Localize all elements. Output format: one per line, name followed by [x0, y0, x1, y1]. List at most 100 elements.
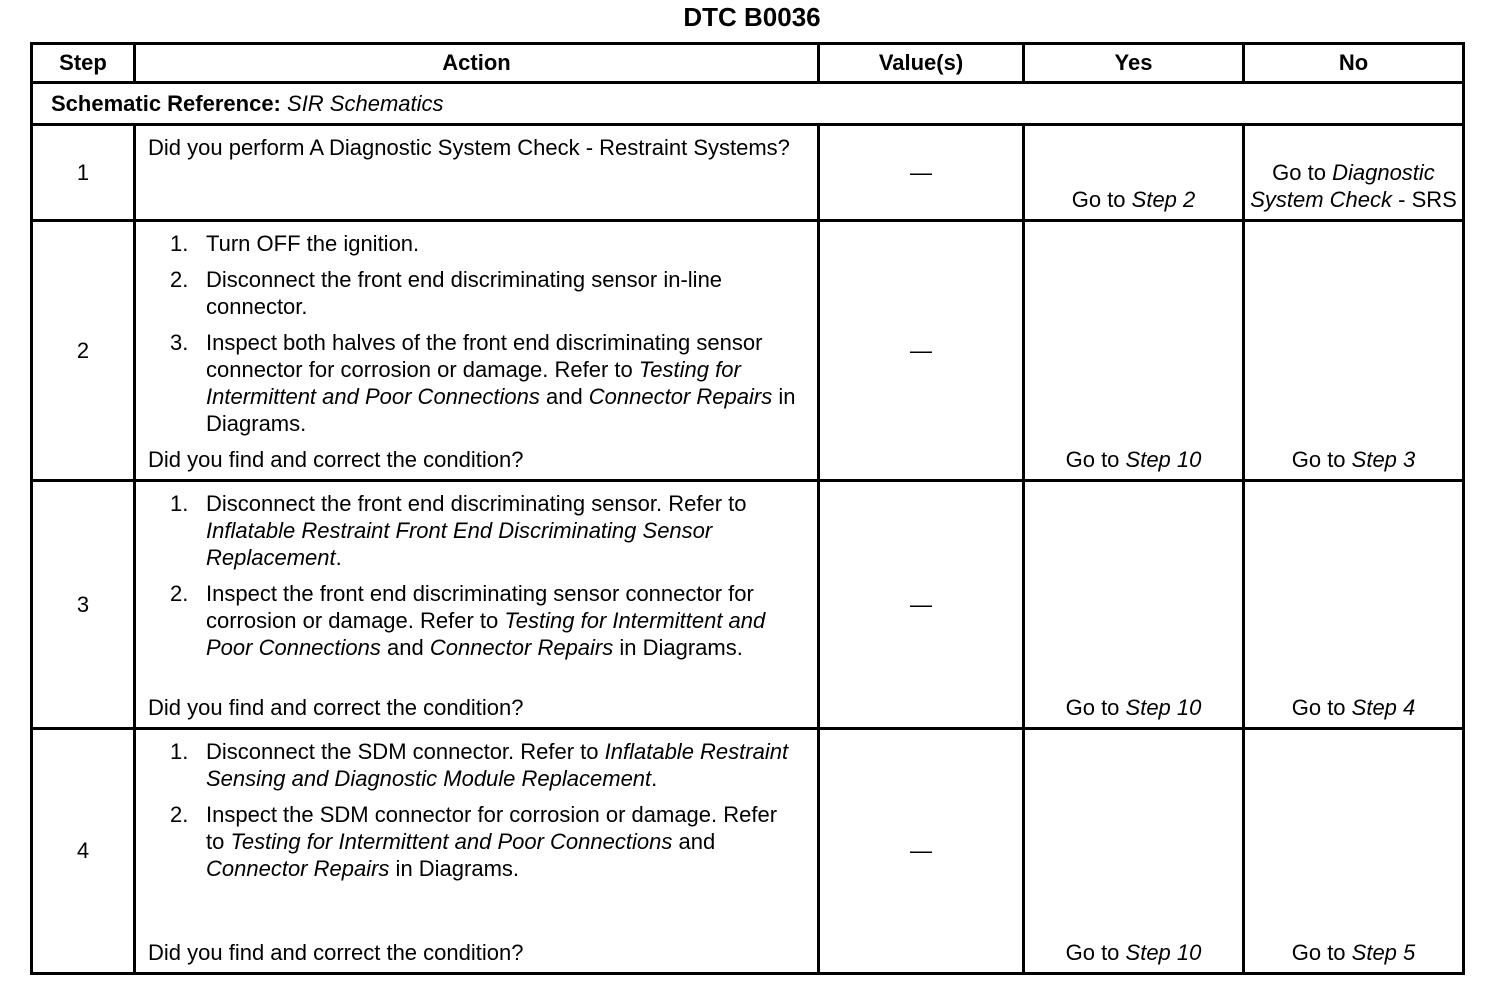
item-text: Turn OFF the ignition.	[206, 230, 419, 257]
reference-link: Testing for Intermittent and Poor Connec…	[230, 829, 673, 854]
reference-link: Step 4	[1351, 695, 1416, 720]
step-number: 2	[30, 219, 136, 482]
action-cell: Did you perform A Diagnostic System Chec…	[133, 123, 820, 222]
text-segment: Turn OFF the ignition.	[206, 231, 420, 256]
text-segment: Go to	[1272, 160, 1333, 185]
no-cell: Go to Step 4	[1242, 479, 1465, 730]
action-question: Did you find and correct the condition?	[148, 940, 524, 965]
text-segment: Disconnect the SDM connector. Refer to	[206, 739, 605, 764]
text-segment: in Diagrams.	[389, 856, 520, 881]
value-cell: —	[817, 479, 1025, 730]
item-text: Inspect the front end discriminating sen…	[206, 580, 797, 661]
value-cell: —	[817, 123, 1025, 222]
item-number: 2.	[170, 267, 189, 292]
action-list-item: 3. Inspect both halves of the front end d…	[170, 329, 797, 437]
item-number: 1.	[170, 231, 189, 256]
yes-cell: Go to Step 10	[1022, 727, 1245, 975]
item-number: 3.	[170, 330, 189, 355]
text-segment: Go to	[1291, 447, 1352, 472]
reference-link: Connector Repairs	[429, 635, 614, 660]
yes-cell: Go to Step 10	[1022, 219, 1245, 482]
reference-link: Step 5	[1351, 940, 1416, 965]
schematic-label: Schematic Reference:	[51, 90, 281, 116]
reference-link: Inflatable Restraint Front End Discrimin…	[206, 518, 713, 570]
yes-cell: Go to Step 2	[1022, 123, 1245, 222]
item-number: 1.	[170, 491, 189, 516]
reference-link: Inflatable Restraint Sensing and Diagnos…	[206, 739, 789, 791]
header-no: No	[1242, 42, 1465, 84]
action-content: Did you perform A Diagnostic System Chec…	[148, 134, 797, 213]
no-cell: Go to Step 5	[1242, 727, 1465, 975]
text-segment: Disconnect the front end discriminating …	[206, 267, 723, 319]
header-step: Step	[30, 42, 136, 84]
reference-link: Step 10	[1125, 695, 1202, 720]
header-values: Value(s)	[817, 42, 1025, 84]
table-row: 4 1. Disconnect the SDM connector. Refer t…	[30, 727, 1465, 975]
text-segment: Go to	[1071, 187, 1132, 212]
header-action: Action	[133, 42, 820, 84]
item-number: 2.	[170, 802, 189, 827]
action-steps: 1. Disconnect the SDM connector. Refer to…	[148, 738, 797, 891]
text-segment: .	[651, 766, 658, 791]
reference-link: Connector Repairs	[206, 856, 390, 881]
action-steps: 1. Turn OFF the ignition. 2. Disconnect the…	[148, 230, 797, 446]
item-number: 1.	[170, 739, 189, 764]
text-segment: - SRS	[1392, 187, 1457, 212]
text-segment: and	[672, 829, 716, 854]
text-segment: Go to	[1291, 940, 1352, 965]
reference-link: Step 10	[1125, 447, 1202, 472]
text-segment: Go to	[1065, 940, 1126, 965]
action-steps: Did you perform A Diagnostic System Chec…	[148, 134, 797, 161]
action-question: Did you find and correct the condition?	[148, 447, 524, 472]
action-cell: 1. Disconnect the SDM connector. Refer to…	[133, 727, 820, 975]
reference-link: Step 10	[1125, 940, 1202, 965]
action-list-item: 2. Inspect the front end discriminating s…	[170, 580, 797, 661]
item-text: Disconnect the SDM connector. Refer to I…	[206, 738, 797, 792]
no-cell: Go to Step 3	[1242, 219, 1465, 482]
action-content: 1. Turn OFF the ignition. 2. Disconnect the…	[148, 230, 797, 473]
action-list-item: 1. Turn OFF the ignition.	[170, 230, 797, 257]
reference-link: Testing for Intermittent and Poor Connec…	[206, 357, 741, 409]
reference-link: Step 2	[1131, 187, 1196, 212]
action-list-item: 2. Inspect the SDM connector for corrosio…	[170, 801, 797, 882]
action-content: 1. Disconnect the front end discriminatin…	[148, 490, 797, 721]
text-segment: Go to	[1291, 695, 1352, 720]
table-row: 1 Did you perform A Diagnostic System Che…	[30, 123, 1465, 222]
action-intro: Did you perform A Diagnostic System Chec…	[148, 134, 797, 161]
schematic-link: SIR Schematics	[287, 90, 444, 116]
step-number: 1	[30, 123, 136, 222]
reference-link: Step 3	[1351, 447, 1416, 472]
schematic-reference: Schematic Reference: SIR Schematics	[30, 81, 1465, 126]
action-cell: 1. Disconnect the front end discriminatin…	[133, 479, 820, 730]
action-cell: 1. Turn OFF the ignition. 2. Disconnect the…	[133, 219, 820, 482]
text-segment: and	[380, 635, 430, 660]
action-list-item: 1. Disconnect the front end discriminatin…	[170, 490, 797, 571]
item-text: Inspect the SDM connector for corrosion …	[206, 801, 797, 882]
value-cell: —	[817, 219, 1025, 482]
text-segment: Inspect both halves of the front end dis…	[206, 330, 763, 382]
table-row: 2 1. Turn OFF the ignition. 2. Disconnect th…	[30, 219, 1465, 482]
no-cell: Go to Diagnostic System Check - SRS	[1242, 123, 1465, 222]
text-segment: Go to	[1065, 695, 1126, 720]
yes-cell: Go to Step 10	[1022, 479, 1245, 730]
item-text: Disconnect the front end discriminating …	[206, 490, 797, 571]
diagnostic-table: Step Action Value(s) Yes No Schematic Re…	[30, 42, 1465, 975]
reference-link: Diagnostic System Check	[1250, 160, 1435, 212]
step-number: 4	[30, 727, 136, 975]
text-segment: Inspect the SDM connector for corrosion …	[206, 802, 778, 854]
text-segment: in Diagrams.	[206, 384, 796, 436]
action-content: 1. Disconnect the SDM connector. Refer to…	[148, 738, 797, 966]
table-row: 3 1. Disconnect the front end discriminati…	[30, 479, 1465, 730]
page-title: DTC B0036	[683, 2, 821, 32]
text-segment: in Diagrams.	[613, 635, 743, 660]
text-segment: Disconnect the front end discriminating …	[206, 491, 747, 516]
reference-link: Connector Repairs	[588, 384, 773, 409]
text-segment: Did you perform A Diagnostic System Chec…	[148, 135, 790, 160]
text-segment: Go to	[1065, 447, 1126, 472]
header-yes: Yes	[1022, 42, 1245, 84]
action-steps: 1. Disconnect the front end discriminatin…	[148, 490, 797, 670]
schematic-reference-row: Schematic Reference: SIR Schematics	[30, 81, 1465, 126]
item-text: Inspect both halves of the front end dis…	[206, 329, 797, 437]
action-list-item: 1. Disconnect the SDM connector. Refer to…	[170, 738, 797, 792]
item-text: Disconnect the front end discriminating …	[206, 266, 797, 320]
